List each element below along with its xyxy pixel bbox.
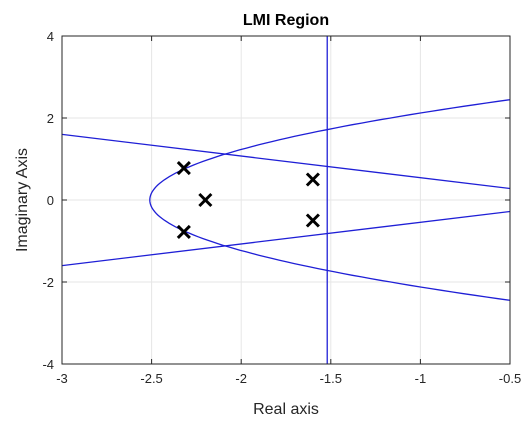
x-tick-label: -2.5 (140, 371, 162, 386)
y-axis-label: Imaginary Axis (14, 148, 31, 252)
pole-marker (305, 172, 320, 187)
sector-lower-line (61, 210, 511, 267)
chart-title: LMI Region (243, 12, 329, 29)
region-boundaries (61, 36, 511, 364)
x-tick-label: -1 (415, 371, 427, 386)
y-tick-label: 4 (47, 29, 54, 44)
sector-upper-line (61, 133, 511, 190)
x-tick-label: -2 (235, 371, 247, 386)
x-tick-label: -3 (56, 371, 68, 386)
x-axis-label: Real axis (253, 401, 319, 418)
pole-marker (176, 160, 191, 176)
pole-marker (198, 192, 213, 208)
pole-marker-stroke (305, 172, 320, 187)
y-tick-label: -2 (42, 275, 54, 290)
pole-marker (176, 224, 191, 240)
grid (62, 36, 510, 364)
y-tick-label: 2 (47, 111, 54, 126)
y-tick-label: -4 (42, 357, 54, 372)
pole-marker-stroke (176, 160, 191, 176)
parabola-boundary (149, 99, 511, 301)
y-tick-label: 0 (47, 193, 54, 208)
x-tick-label: -1.5 (320, 371, 342, 386)
pole-markers (176, 160, 320, 240)
pole-marker (305, 213, 320, 228)
pole-marker-stroke (198, 192, 213, 208)
x-tick-label: -0.5 (499, 371, 521, 386)
pole-marker-stroke (176, 224, 191, 240)
axis-ticks: -3 -2.5 -2 -1.5 -1 -0.5 -4 -2 0 2 4 (42, 29, 521, 386)
pole-marker-stroke (305, 213, 320, 228)
